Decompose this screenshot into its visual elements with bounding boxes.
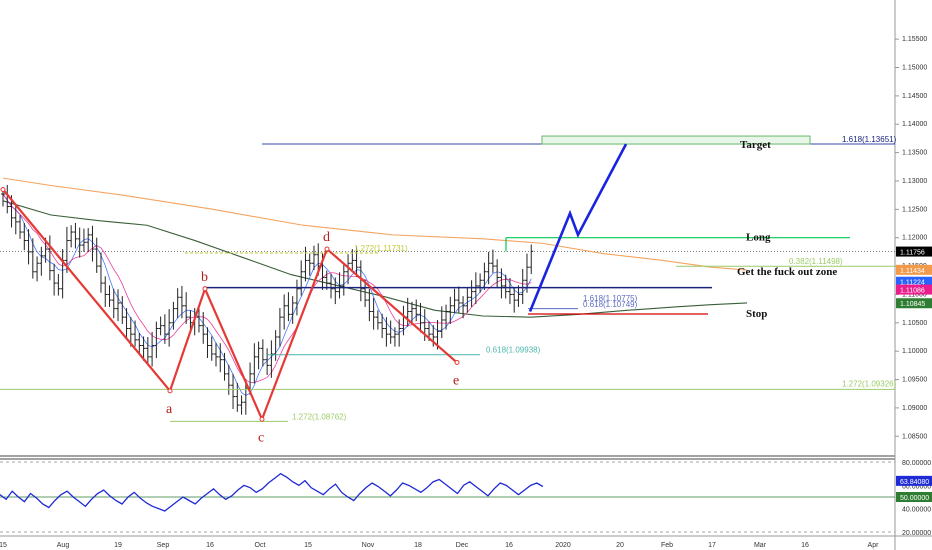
price-badge-label: 1.10845 (900, 301, 925, 308)
long-label: Long (746, 232, 771, 244)
time-tick-label: 16 (206, 542, 214, 549)
time-tick-label: 15 (304, 542, 312, 549)
price-tick-label: 1.14000 (902, 121, 927, 128)
wave-label-d: d (323, 230, 330, 245)
wave-pattern: a b c d e (0, 143, 628, 445)
wave-point (259, 416, 265, 422)
annotations: Target 1.618(1.13651) Long Get the fuck out… (292, 135, 897, 421)
fib-1272-right-label: 1.272(1.09326) (842, 379, 897, 388)
rsi-level-badge (896, 492, 932, 502)
wave-point (202, 286, 208, 292)
time-tick-label: 18 (414, 542, 422, 549)
time-tick-label: Feb (661, 542, 673, 549)
time-tick-label: 19 (114, 542, 122, 549)
time-tick-label: 2020 (555, 542, 571, 549)
wave-point (324, 246, 330, 252)
fib-0618-cluster-label: 0.618(1.10749) (583, 300, 638, 309)
time-axis[interactable]: 15 Aug 19 Sep 16 Oct 15 Nov 18 Dec 16 2020 20 Feb 17 Ma… (0, 542, 879, 549)
exit-zone-label: Get the fuck out zone (737, 266, 837, 278)
moving-averages (2, 177, 748, 396)
price-tick-label: 1.15000 (902, 65, 927, 72)
price-tick-label: 1.13000 (902, 178, 927, 185)
stop-label: Stop (746, 308, 767, 320)
fib-1618-cluster-label: 1.618(1.10775) (583, 294, 638, 303)
ma-line-1 (2, 200, 748, 318)
time-tick-label: Mar (754, 542, 767, 549)
trade-levels (0, 135, 895, 422)
price-badge (896, 264, 932, 275)
time-tick-label: Dec (456, 542, 469, 549)
projection-path (528, 143, 628, 312)
price-badge (896, 284, 932, 295)
time-tick-label: Apr (868, 542, 880, 549)
exit-fib-label: 0.382(1.11498) (789, 257, 843, 266)
wave-line (2, 188, 458, 423)
time-tick-label: 17 (708, 542, 716, 549)
price-axis[interactable]: 1.15500 1.15000 1.14500 1.14000 1.13500 1.130… (895, 36, 932, 537)
time-tick-label: 16 (801, 542, 809, 549)
rsi-value-badge (896, 475, 932, 486)
time-tick-label: Nov (362, 542, 375, 549)
rsi-level-label: 50.00000 (900, 495, 929, 502)
wave-point (0, 186, 6, 192)
price-badge (896, 276, 932, 287)
wave-point (454, 360, 460, 366)
price-tick-label: 1.14500 (902, 93, 927, 100)
time-tick-label: Sep (157, 542, 170, 549)
fib-0618-e-label: 0.618(1.09938) (486, 346, 541, 355)
wave-point (167, 388, 173, 394)
wave-label-c: c (258, 430, 264, 445)
rsi-tick-label: 40.00000 (902, 507, 931, 514)
price-badge-label: 1.11434 (900, 268, 925, 275)
price-tick-label: 1.10000 (902, 348, 927, 355)
rsi-tick-label: 20.00000 (902, 530, 931, 537)
time-tick-label: Aug (57, 542, 70, 549)
price-badge-label: 1.11086 (900, 288, 925, 295)
price-tick-label: 1.11000 (902, 291, 927, 298)
price-tick-label: 1.12000 (902, 235, 927, 242)
price-badge (896, 246, 932, 257)
rsi-value-label: 63.84080 (900, 479, 929, 486)
time-tick-label: 20 (616, 542, 624, 549)
wave-label-b: b (201, 270, 208, 285)
time-tick-label: 16 (505, 542, 513, 549)
fib-1272-top-label: 1.272(1.11731) (354, 244, 408, 253)
fib-1272-c-label: 1.272(1.08762) (292, 412, 347, 421)
price-badge (896, 298, 932, 309)
target-fib-label: 1.618(1.13651) (842, 135, 897, 144)
price-tick-label: 1.13500 (902, 150, 927, 157)
wave-label-e: e (453, 374, 459, 389)
rsi-tick-label: 80.00000 (902, 460, 931, 467)
ma-line-0 (2, 177, 748, 271)
price-tick-label: 1.10500 (902, 320, 927, 327)
price-tick-label: 1.15500 (902, 36, 927, 43)
wave-label-a: a (166, 402, 173, 417)
price-tick-label: 1.09000 (902, 405, 927, 412)
target-zone (541, 135, 811, 145)
price-badge-label: 1.11756 (900, 250, 925, 257)
price-badge-label: 1.11224 (900, 280, 925, 287)
rsi-pane (0, 461, 895, 533)
price-tick-label: 1.09500 (902, 377, 927, 384)
price-tick-label: 1.08500 (902, 433, 927, 440)
rsi-line (0, 472, 544, 512)
time-tick-label: Oct (255, 542, 266, 549)
fast-ma-1 (2, 193, 532, 383)
target-label: Target (740, 139, 771, 151)
rsi-tick-label: 60.00000 (902, 483, 931, 490)
time-tick-label: 15 (0, 542, 7, 549)
price-tick-label: 1.12500 (902, 206, 927, 213)
